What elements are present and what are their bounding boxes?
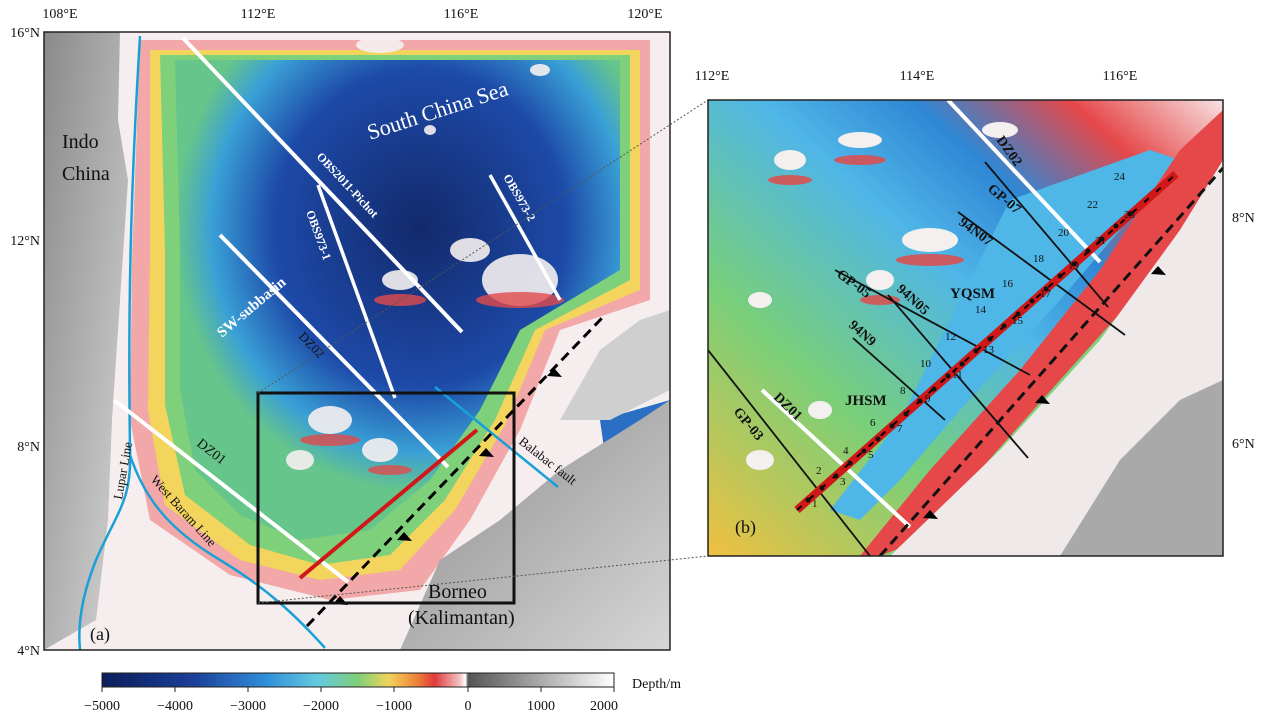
line-gp05 xyxy=(834,269,1031,376)
seamounts-b xyxy=(746,122,1018,470)
station-7: 7 xyxy=(897,423,903,435)
trench-b xyxy=(878,167,1223,556)
panel-a-lon-ticks: 108°E 112°E 116°E 120°E xyxy=(42,7,662,22)
station-12: 12 xyxy=(945,331,956,343)
station-6: 6 xyxy=(870,417,876,429)
station-20: 20 xyxy=(1058,227,1070,239)
cbar-tick-1: −4000 xyxy=(157,699,193,714)
profile-dz01 xyxy=(112,398,350,584)
line-dz02 xyxy=(946,100,1102,264)
borneo-land-b xyxy=(1060,380,1223,556)
line-94n05 xyxy=(887,294,1029,459)
colorbar-title: Depth/m xyxy=(632,677,681,692)
station-13: 13 xyxy=(983,344,995,356)
colorbar-ticks xyxy=(101,687,615,692)
borneo-land xyxy=(400,400,670,650)
b-lon-116: 116°E xyxy=(1103,69,1138,84)
lat-tick-4: 4°N xyxy=(17,644,40,659)
balabac-fault xyxy=(434,386,559,488)
west-baram-line xyxy=(128,454,326,649)
lon-tick-116: 116°E xyxy=(444,7,479,22)
connector-top xyxy=(257,99,709,394)
lon-tick-120: 120°E xyxy=(627,7,662,22)
palawan-land xyxy=(560,310,670,420)
label-kalimantan: (Kalimantan) xyxy=(408,607,515,629)
connector-bottom xyxy=(257,555,709,604)
lon-tick-108: 108°E xyxy=(42,7,77,22)
ridges-b xyxy=(768,155,964,305)
cbar-tick-2: −3000 xyxy=(230,699,266,714)
panel-b-frame xyxy=(707,99,1224,557)
line-dz01 xyxy=(760,388,912,529)
station-3: 3 xyxy=(840,476,846,488)
panel-a-lat-ticks: 16°N 12°N 8°N 4°N xyxy=(10,26,40,659)
cbar-tick-5: 0 xyxy=(465,699,472,714)
b-lat-6: 6°N xyxy=(1232,437,1255,452)
colorbar-labels: −5000 −4000 −3000 −2000 −1000 0 1000 200… xyxy=(84,699,618,714)
panel-b-lon-ticks: 112°E 114°E 116°E xyxy=(695,69,1138,84)
station-23: 23 xyxy=(1124,209,1136,221)
cbar-tick-0: −5000 xyxy=(84,699,120,714)
station-22: 22 xyxy=(1087,199,1098,211)
station-labels: 1 2 3 4 5 6 7 8 9 10 11 12 13 14 15 16 1… xyxy=(812,171,1136,510)
profile-obs2011 xyxy=(181,36,464,334)
indochina-land xyxy=(44,32,128,650)
station-11: 11 xyxy=(952,369,963,381)
lat-tick-16: 16°N xyxy=(10,26,40,41)
colorbar xyxy=(101,672,615,688)
station-19: 19 xyxy=(1068,260,1080,272)
lon-tick-112: 112°E xyxy=(241,7,276,22)
profile-obs973-1 xyxy=(316,184,397,399)
label-yqsm: YQSM xyxy=(950,286,995,302)
station-17: 17 xyxy=(1040,288,1052,300)
line-94n07 xyxy=(957,211,1126,336)
b-lon-112: 112°E xyxy=(695,69,730,84)
lat-tick-12: 12°N xyxy=(10,234,40,249)
station-5: 5 xyxy=(868,449,874,461)
panel-b-map xyxy=(708,100,1223,556)
cbar-tick-3: −2000 xyxy=(303,699,339,714)
trench-dashed xyxy=(305,316,604,628)
station-10: 10 xyxy=(920,358,932,370)
station-14: 14 xyxy=(975,304,987,316)
label-indochina-1: Indo xyxy=(62,131,99,153)
cbar-tick-7: 2000 xyxy=(590,699,618,714)
label-indochina-2: China xyxy=(62,163,110,185)
trench-teeth-b xyxy=(923,266,1166,519)
line-gp07 xyxy=(984,161,1109,308)
station-24: 24 xyxy=(1114,171,1126,183)
profile-obs973-2 xyxy=(488,174,562,301)
station-4: 4 xyxy=(843,445,849,457)
obs-stations xyxy=(805,211,1133,503)
red-profile-b-dashes xyxy=(796,173,1177,511)
cbar-tick-6: 1000 xyxy=(527,699,555,714)
b-lat-8: 8°N xyxy=(1232,211,1255,226)
profile-red xyxy=(298,428,479,580)
station-15: 15 xyxy=(1012,315,1024,327)
panel-b-lat-ticks: 8°N 6°N xyxy=(1232,211,1255,452)
panel-a-tag: (a) xyxy=(90,624,110,645)
study-area-box xyxy=(256,391,516,605)
trough-blue xyxy=(830,150,1180,520)
station-18: 18 xyxy=(1033,253,1045,265)
panel-a-frame xyxy=(43,31,671,651)
label-borneo: Borneo xyxy=(428,581,487,603)
station-8: 8 xyxy=(900,385,906,397)
line-94n9 xyxy=(852,337,946,421)
station-9: 9 xyxy=(925,393,931,405)
lat-tick-8: 8°N xyxy=(17,440,40,455)
station-1: 1 xyxy=(812,498,818,510)
profile-dz02 xyxy=(218,233,450,469)
cbar-tick-4: −1000 xyxy=(376,699,412,714)
panel-b-tag: (b) xyxy=(735,517,756,538)
station-16: 16 xyxy=(1002,278,1014,290)
slope-red-b xyxy=(860,110,1223,556)
panel-a-map xyxy=(44,32,670,650)
station-2: 2 xyxy=(816,465,822,477)
line-gp03 xyxy=(708,349,871,556)
b-lon-114: 114°E xyxy=(900,69,935,84)
station-21: 21 xyxy=(1095,235,1106,247)
label-jhsm: JHSM xyxy=(845,393,887,409)
